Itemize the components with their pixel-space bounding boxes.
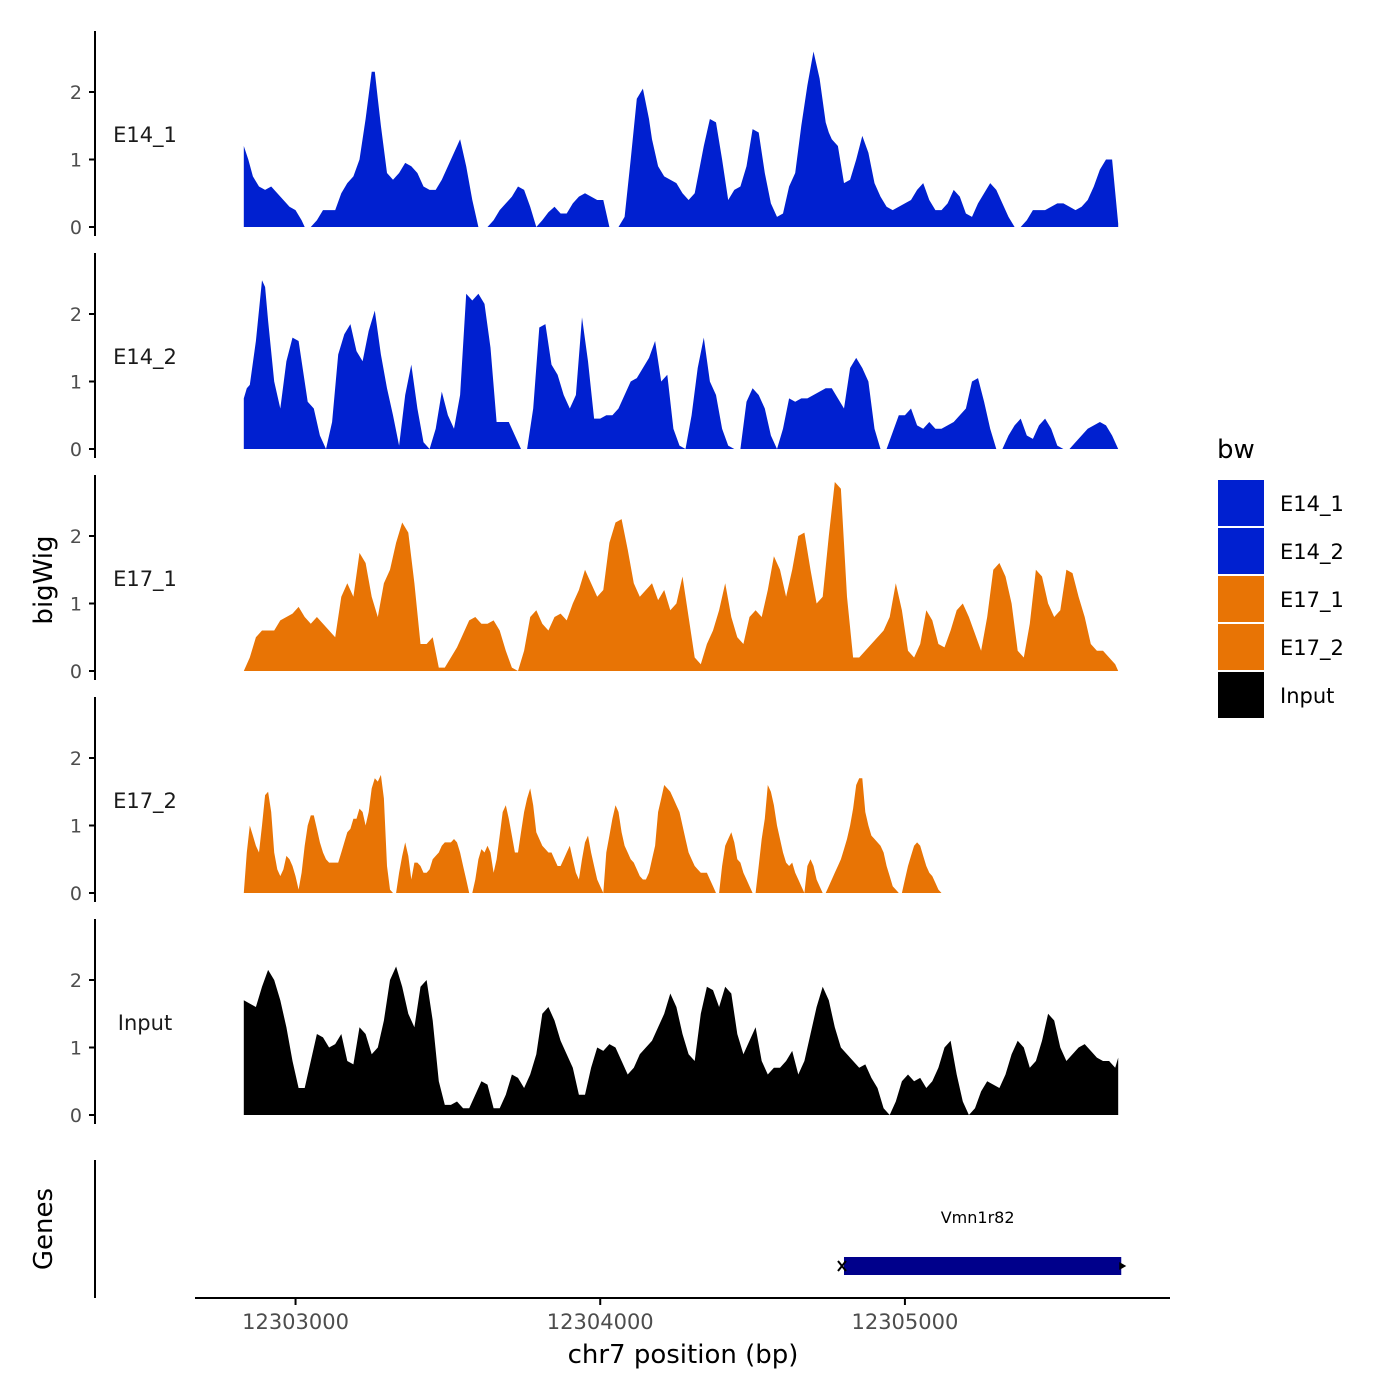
legend-swatch (1218, 576, 1264, 622)
y-tick-label: 1 (70, 372, 82, 394)
x-tick-label: 12303000 (242, 1310, 349, 1334)
track-label: E14_1 (113, 123, 177, 148)
track-e17-1: 0 1 2 E17_1 (70, 475, 1119, 683)
track-e17-2: 0 1 2 E17_2 (70, 697, 1119, 905)
x-tick-label: 12304000 (547, 1310, 654, 1334)
gene-vmn1r82: Vmn1r82 (837, 1208, 1127, 1275)
legend-label: E14_1 (1280, 492, 1344, 517)
coverage-area (243, 966, 1119, 1115)
legend-item-e14-1: E14_1 (1218, 480, 1344, 526)
track-label: E14_2 (113, 345, 177, 370)
gene-panel: Genes Vmn1r82 (29, 1160, 1127, 1298)
track-e14-1: 0 1 2 E14_1 (70, 31, 1119, 239)
track-input: 0 1 2 Input (70, 919, 1119, 1127)
legend-label: E17_1 (1280, 588, 1344, 613)
y-tick-label: 0 (70, 661, 82, 683)
y-tick-label: 1 (70, 594, 82, 616)
y-tick-label: 1 (70, 1038, 82, 1060)
legend-label: Input (1280, 684, 1334, 708)
x-ticks: 12303000 12304000 12305000 (242, 1298, 958, 1334)
gene-end-marker (1119, 1262, 1127, 1270)
y-tick-label: 2 (70, 748, 82, 770)
y-tick-label: 0 (70, 439, 82, 461)
legend-item-e17-1: E17_1 (1218, 576, 1344, 622)
legend-label: E17_2 (1280, 636, 1344, 661)
gene-panel-label: Genes (29, 1188, 59, 1270)
y-tick-label: 2 (70, 526, 82, 548)
legend-swatch (1218, 672, 1264, 718)
legend-title: bw (1217, 435, 1255, 465)
y-tick-label: 0 (70, 1105, 82, 1127)
coverage-area (243, 482, 1119, 671)
gene-body (843, 1257, 1122, 1275)
coverage-area (243, 51, 1119, 227)
y-tick-label: 0 (70, 217, 82, 239)
legend-item-e14-2: E14_2 (1218, 528, 1344, 574)
legend: bw E14_1 E14_2 E17_1 E17_2 Input (1217, 435, 1344, 718)
legend-item-e17-2: E17_2 (1218, 624, 1344, 670)
legend-swatch (1218, 624, 1264, 670)
legend-items: E14_1 E14_2 E17_1 E17_2 Input (1218, 480, 1344, 718)
y-tick-label: 2 (70, 304, 82, 326)
track-label: Input (118, 1011, 172, 1035)
track-label: E17_2 (113, 789, 177, 814)
track-label: E17_1 (113, 567, 177, 592)
gene-label: Vmn1r82 (941, 1208, 1015, 1227)
coverage-area (243, 280, 1119, 449)
gene-marks: Vmn1r82 (837, 1208, 1127, 1275)
legend-item-input: Input (1218, 672, 1334, 718)
x-tick-label: 12305000 (851, 1310, 958, 1334)
y-tick-label: 1 (70, 816, 82, 838)
y-tick-label: 2 (70, 82, 82, 104)
y-axis-title: bigWig (29, 535, 59, 624)
x-axis: 12303000 12304000 12305000 chr7 position (… (195, 1297, 1170, 1370)
gene-start-marker (837, 1260, 847, 1272)
y-tick-label: 1 (70, 150, 82, 172)
x-axis-title: chr7 position (bp) (568, 1340, 799, 1370)
track-e14-2: 0 1 2 E14_2 (70, 253, 1119, 461)
legend-label: E14_2 (1280, 540, 1344, 565)
coverage-area (243, 774, 1119, 893)
y-tick-label: 2 (70, 970, 82, 992)
tracks-layer: 0 1 2 E14_1 0 1 2 E14_2 0 1 2 E17_1 0 1 2 E17_2 0 1 2 Input (70, 31, 1119, 1127)
legend-swatch (1218, 528, 1264, 574)
legend-swatch (1218, 480, 1264, 526)
y-tick-label: 0 (70, 883, 82, 905)
